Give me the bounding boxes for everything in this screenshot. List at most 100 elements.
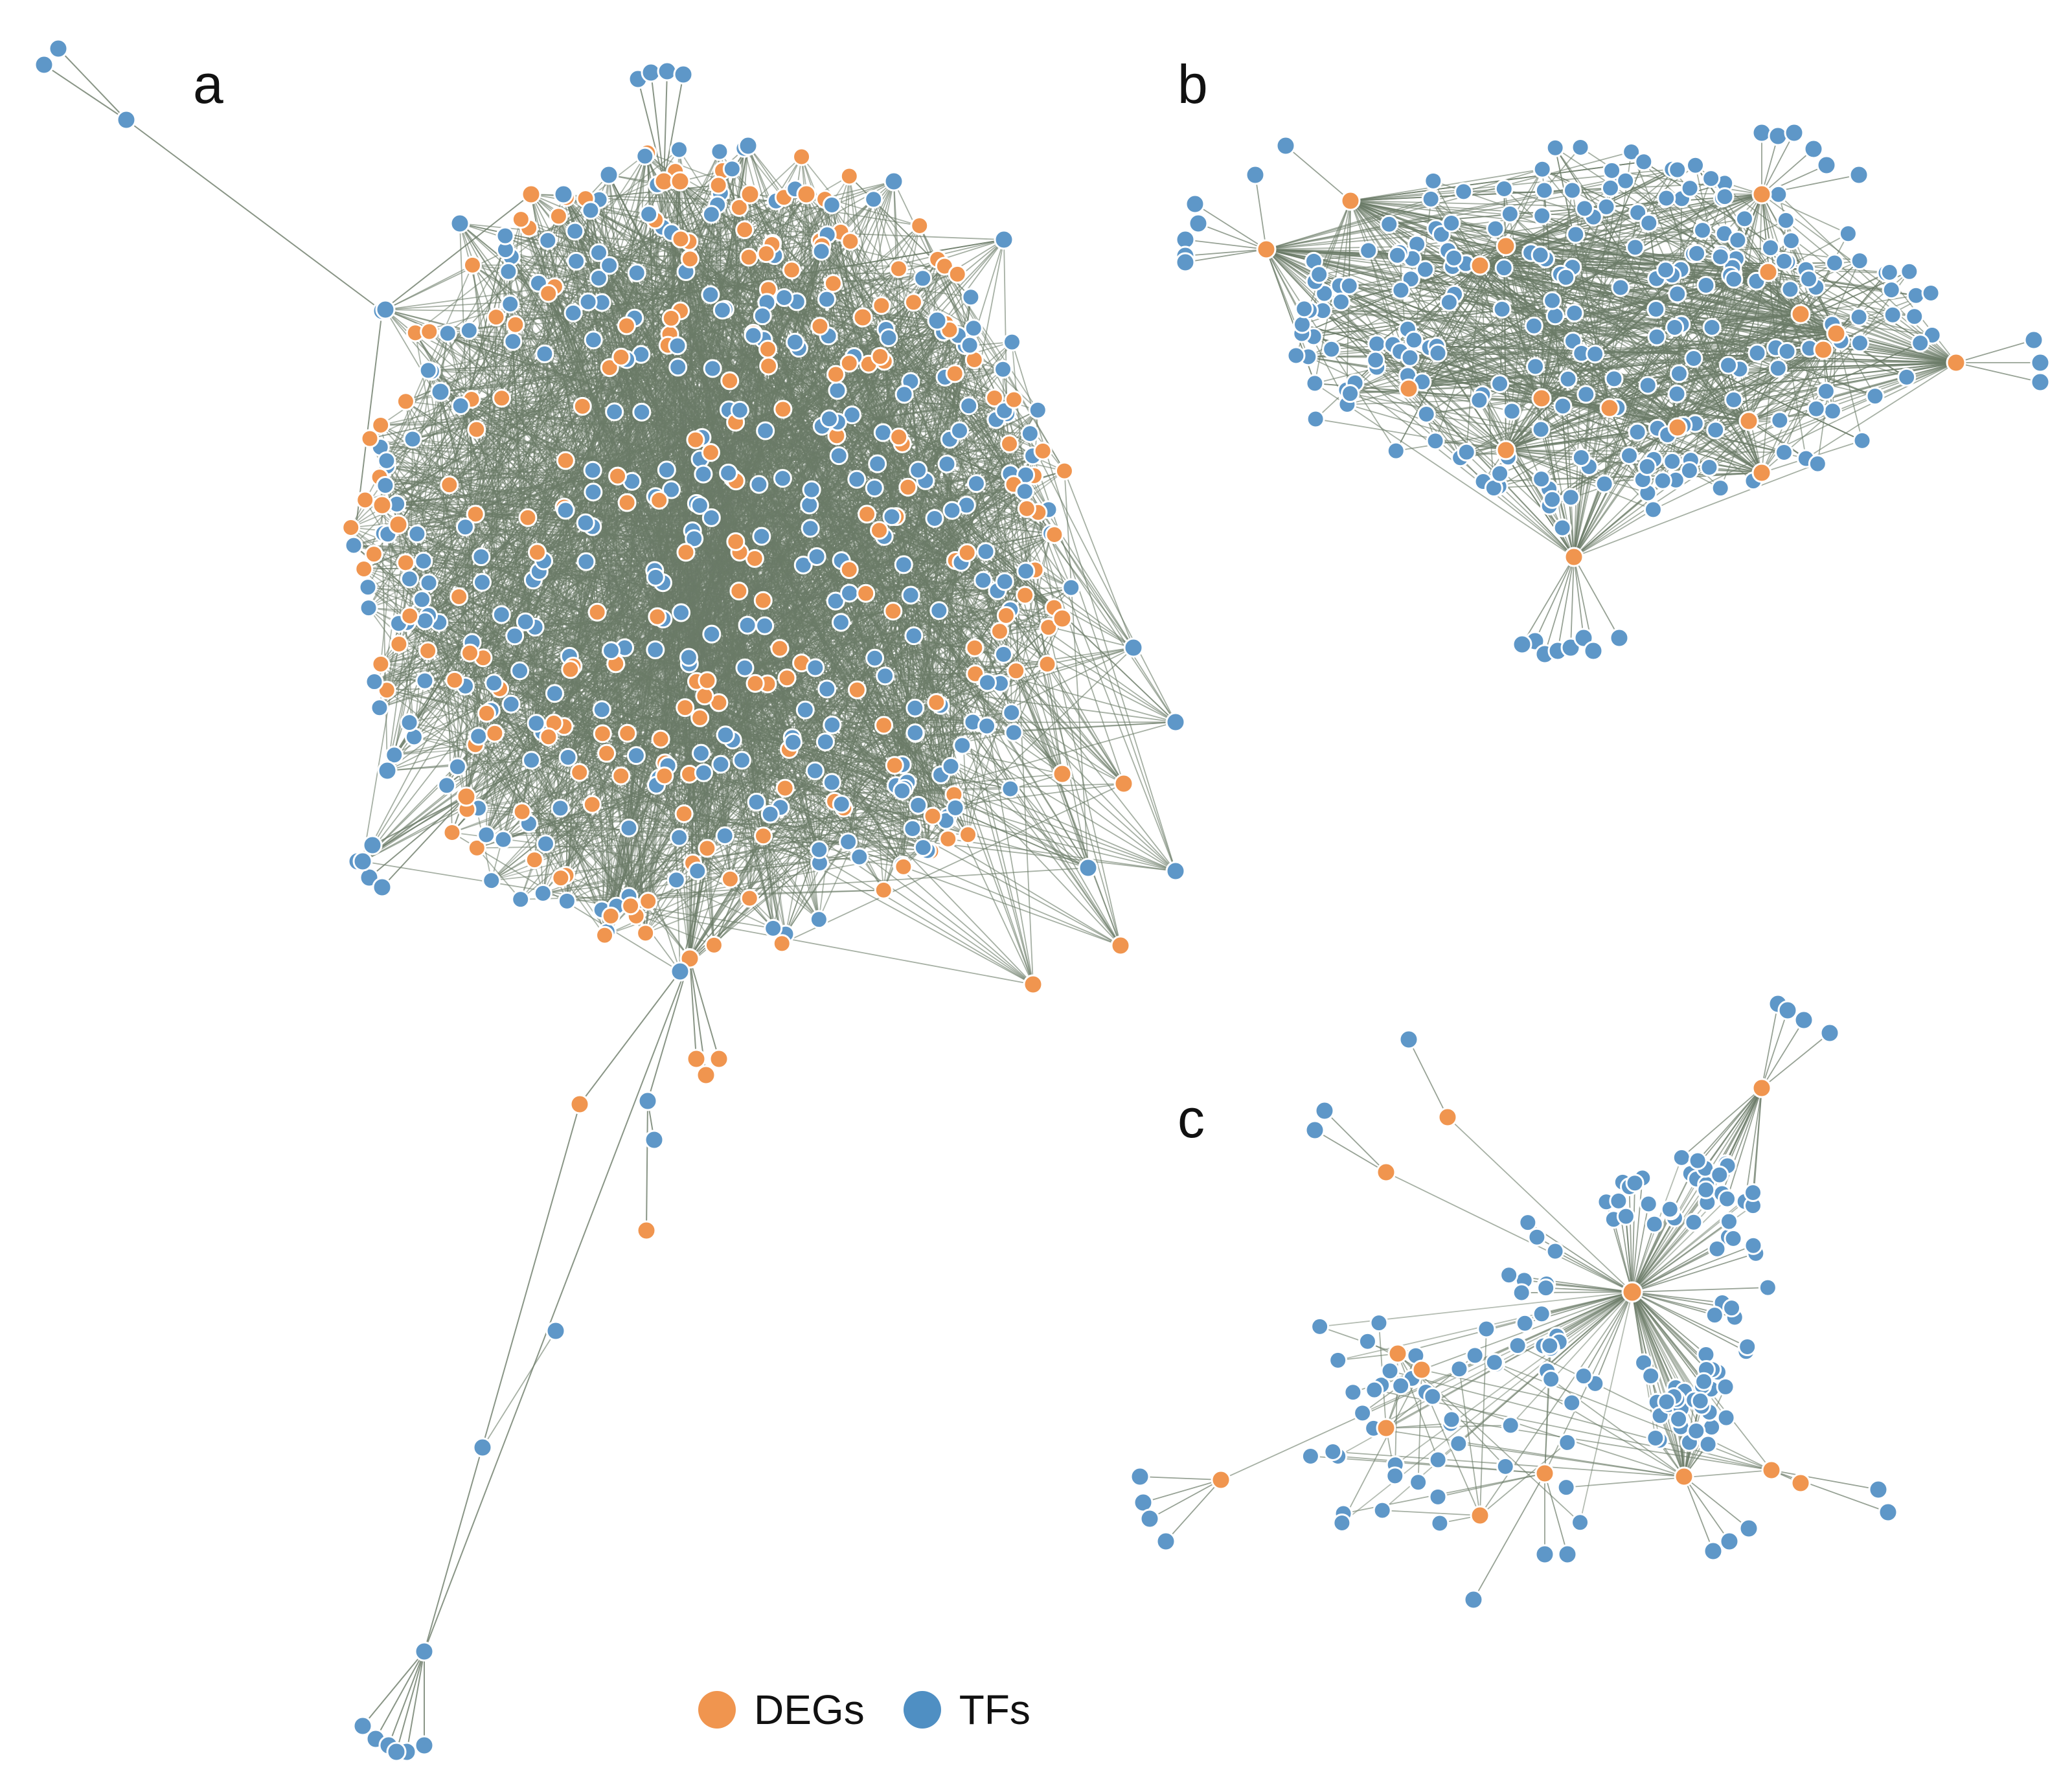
tf-node bbox=[415, 671, 435, 690]
deg-node bbox=[650, 490, 669, 510]
network-edge bbox=[609, 367, 905, 395]
deg-node bbox=[782, 260, 801, 280]
tf-node bbox=[819, 409, 839, 429]
tf-node bbox=[670, 828, 689, 847]
tf-node bbox=[719, 463, 738, 482]
network-edge bbox=[362, 1651, 425, 1727]
network-edge bbox=[1149, 1479, 1222, 1519]
tf-node bbox=[578, 292, 598, 312]
deg-node bbox=[618, 723, 637, 743]
tf-node bbox=[715, 826, 734, 845]
deg-node bbox=[996, 606, 1016, 625]
tf-node bbox=[558, 747, 578, 767]
network-edge bbox=[482, 1330, 556, 1448]
tf-node bbox=[414, 1735, 435, 1756]
network-edge bbox=[424, 1104, 580, 1652]
network-edge bbox=[749, 590, 998, 899]
tf-node bbox=[801, 519, 820, 538]
tf-node bbox=[477, 825, 496, 845]
network-edge bbox=[1761, 148, 1814, 195]
network-edge bbox=[1683, 1476, 1730, 1542]
deg-node bbox=[704, 935, 723, 955]
network-edge bbox=[58, 48, 127, 120]
tf-node bbox=[976, 542, 996, 562]
network-edge bbox=[1632, 1287, 1768, 1293]
tf-node bbox=[545, 1321, 566, 1341]
network-edge bbox=[569, 655, 933, 817]
deg-node bbox=[923, 806, 942, 826]
tf-node bbox=[905, 698, 925, 718]
deg-node bbox=[674, 804, 694, 823]
tf-node bbox=[438, 324, 457, 343]
network-edge bbox=[1761, 1032, 1830, 1089]
network-edge bbox=[579, 958, 690, 1105]
network-edge bbox=[542, 806, 781, 894]
tf-node bbox=[703, 359, 722, 378]
network-edge bbox=[1285, 145, 1351, 201]
network-edge bbox=[604, 878, 731, 936]
tf-node bbox=[644, 1129, 665, 1150]
tf-node bbox=[1062, 578, 1081, 597]
tf-node bbox=[632, 402, 652, 422]
tf-node bbox=[503, 332, 523, 351]
tf-node bbox=[913, 838, 933, 857]
tf-node bbox=[753, 306, 772, 326]
tf-node bbox=[755, 616, 775, 635]
deg-node bbox=[889, 259, 908, 278]
tf-node bbox=[903, 819, 922, 839]
tf-node bbox=[527, 714, 546, 733]
tf-node bbox=[701, 285, 720, 304]
deg-node bbox=[709, 1049, 729, 1069]
deg-node bbox=[686, 430, 705, 449]
network-edge bbox=[1704, 1087, 1762, 1169]
tf-node bbox=[494, 830, 513, 849]
network-edge bbox=[476, 847, 521, 900]
tf-node bbox=[694, 763, 713, 782]
tf-node bbox=[815, 732, 835, 751]
tf-node bbox=[637, 1091, 658, 1111]
deg-node bbox=[621, 896, 641, 916]
tf-node bbox=[484, 674, 504, 693]
tf-node bbox=[469, 727, 488, 746]
deg-node bbox=[740, 889, 759, 908]
tf-node bbox=[362, 835, 383, 856]
tf-node bbox=[735, 658, 755, 677]
tf-node bbox=[576, 552, 596, 571]
deg-node bbox=[758, 339, 778, 359]
deg-node bbox=[945, 364, 964, 383]
tf-node bbox=[749, 475, 769, 494]
network-edge bbox=[910, 381, 941, 706]
tf-node bbox=[868, 454, 887, 473]
tf-node bbox=[511, 890, 530, 909]
network-edge bbox=[566, 339, 595, 902]
network-edge bbox=[424, 958, 690, 1652]
deg-node bbox=[396, 392, 415, 411]
tf-node bbox=[372, 877, 393, 898]
tf-node bbox=[960, 335, 979, 355]
network-edge bbox=[628, 443, 903, 897]
tf-node bbox=[909, 795, 928, 815]
network-edge bbox=[1566, 1469, 1772, 1488]
network-edge bbox=[937, 258, 1039, 411]
tf-node bbox=[995, 572, 1014, 591]
tf-node bbox=[961, 288, 981, 307]
tf-node bbox=[973, 571, 993, 590]
tf-node bbox=[495, 226, 515, 245]
tf-node bbox=[472, 573, 492, 592]
tf-node bbox=[581, 201, 600, 220]
deg-node bbox=[957, 543, 977, 562]
tf-node bbox=[556, 501, 575, 520]
tf-node bbox=[34, 54, 54, 75]
tf-node bbox=[414, 551, 433, 571]
tf-node bbox=[403, 429, 422, 449]
deg-node bbox=[898, 477, 918, 497]
network-edge bbox=[1139, 1476, 1222, 1480]
tf-node bbox=[701, 205, 721, 224]
deg-node bbox=[556, 451, 575, 470]
tf-node bbox=[679, 648, 698, 667]
tf-node bbox=[535, 344, 554, 363]
tf-node bbox=[730, 400, 749, 420]
tf-node bbox=[605, 402, 624, 422]
deg-node bbox=[569, 1094, 590, 1115]
tf-node bbox=[1015, 482, 1034, 501]
